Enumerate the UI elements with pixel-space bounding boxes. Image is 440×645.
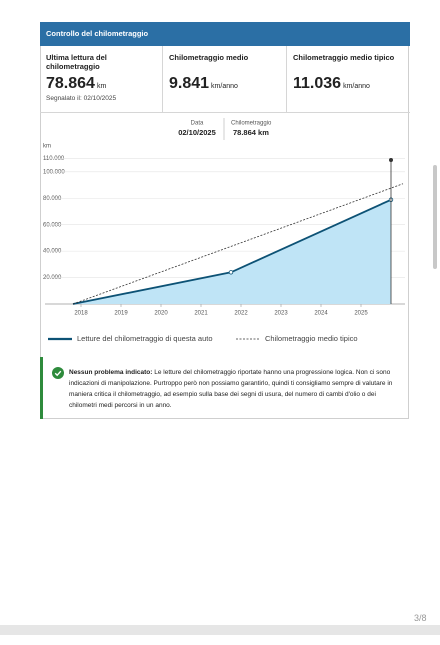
stat-note: Segnalato il: 02/10/2025 [46, 95, 117, 102]
scrollbar[interactable] [433, 165, 437, 269]
stat-label: Chilometraggio medio tipico [293, 53, 395, 62]
stat-label: Chilometraggio medio [169, 53, 249, 62]
unit: km [96, 83, 107, 90]
bottom-bar [0, 625, 440, 635]
y-tick-label: 80.000 [43, 196, 62, 202]
tooltip-label: Chilometraggio [231, 121, 272, 127]
legend-label: Letture del chilometraggio di questa aut… [77, 334, 213, 343]
page-number: 3/8 [414, 613, 427, 623]
stat: Ultima lettura del chilometraggio 78.864… [40, 46, 163, 113]
x-tick-label: 2021 [194, 311, 208, 317]
cursor-dot [389, 158, 393, 162]
unit: km/anno [343, 83, 370, 90]
tooltip-value: 02/10/2025 [178, 128, 216, 137]
x-tick-label: 2022 [234, 311, 248, 317]
y-tick-label: 100.000 [43, 169, 65, 175]
stat-value: 11.036 km/anno [293, 75, 404, 93]
value: 78.864 [46, 75, 95, 92]
stat-value: 78.864 km [46, 75, 156, 93]
stat: Chilometraggio medio 9.841 km/anno [163, 46, 287, 113]
y-tick-label: 40.000 [43, 249, 62, 255]
value: 9.841 [169, 75, 210, 92]
x-tick-label: 2018 [74, 311, 88, 317]
note-text: Le letture del chilometraggio riportate … [69, 369, 393, 409]
x-tick-label: 2025 [354, 311, 368, 317]
check-icon [52, 367, 64, 379]
point [228, 270, 234, 275]
note-title: Nessun problema indicato: [69, 369, 153, 376]
header: Controllo del chilometraggio [40, 22, 410, 46]
unit: km/anno [211, 83, 238, 90]
line [72, 183, 404, 305]
stat-value: 9.841 km/anno [169, 75, 280, 93]
y-tick-label: 60.000 [43, 222, 62, 228]
x-tick-label: 2024 [314, 311, 328, 317]
x-tick-label: 2019 [114, 311, 128, 317]
y-tick-label: 20.000 [43, 275, 62, 281]
tooltip-label: Data [191, 121, 204, 127]
stat-label: Ultima lettura del chilometraggio [46, 53, 107, 71]
tooltip-value: 78.864 km [233, 128, 269, 137]
stat: Chilometraggio medio tipico 11.036 km/ann… [287, 46, 410, 113]
y-axis-label: km [43, 144, 51, 150]
x-tick-label: 2020 [154, 311, 168, 317]
y-tick-label: 110.000 [43, 156, 65, 162]
note: Nessun problema indicato: Le letture del… [40, 357, 410, 419]
x-tick-label: 2023 [274, 311, 288, 317]
value: 11.036 [293, 75, 342, 92]
legend-label: Chilometraggio medio tipico [265, 334, 358, 343]
area [73, 199, 391, 304]
